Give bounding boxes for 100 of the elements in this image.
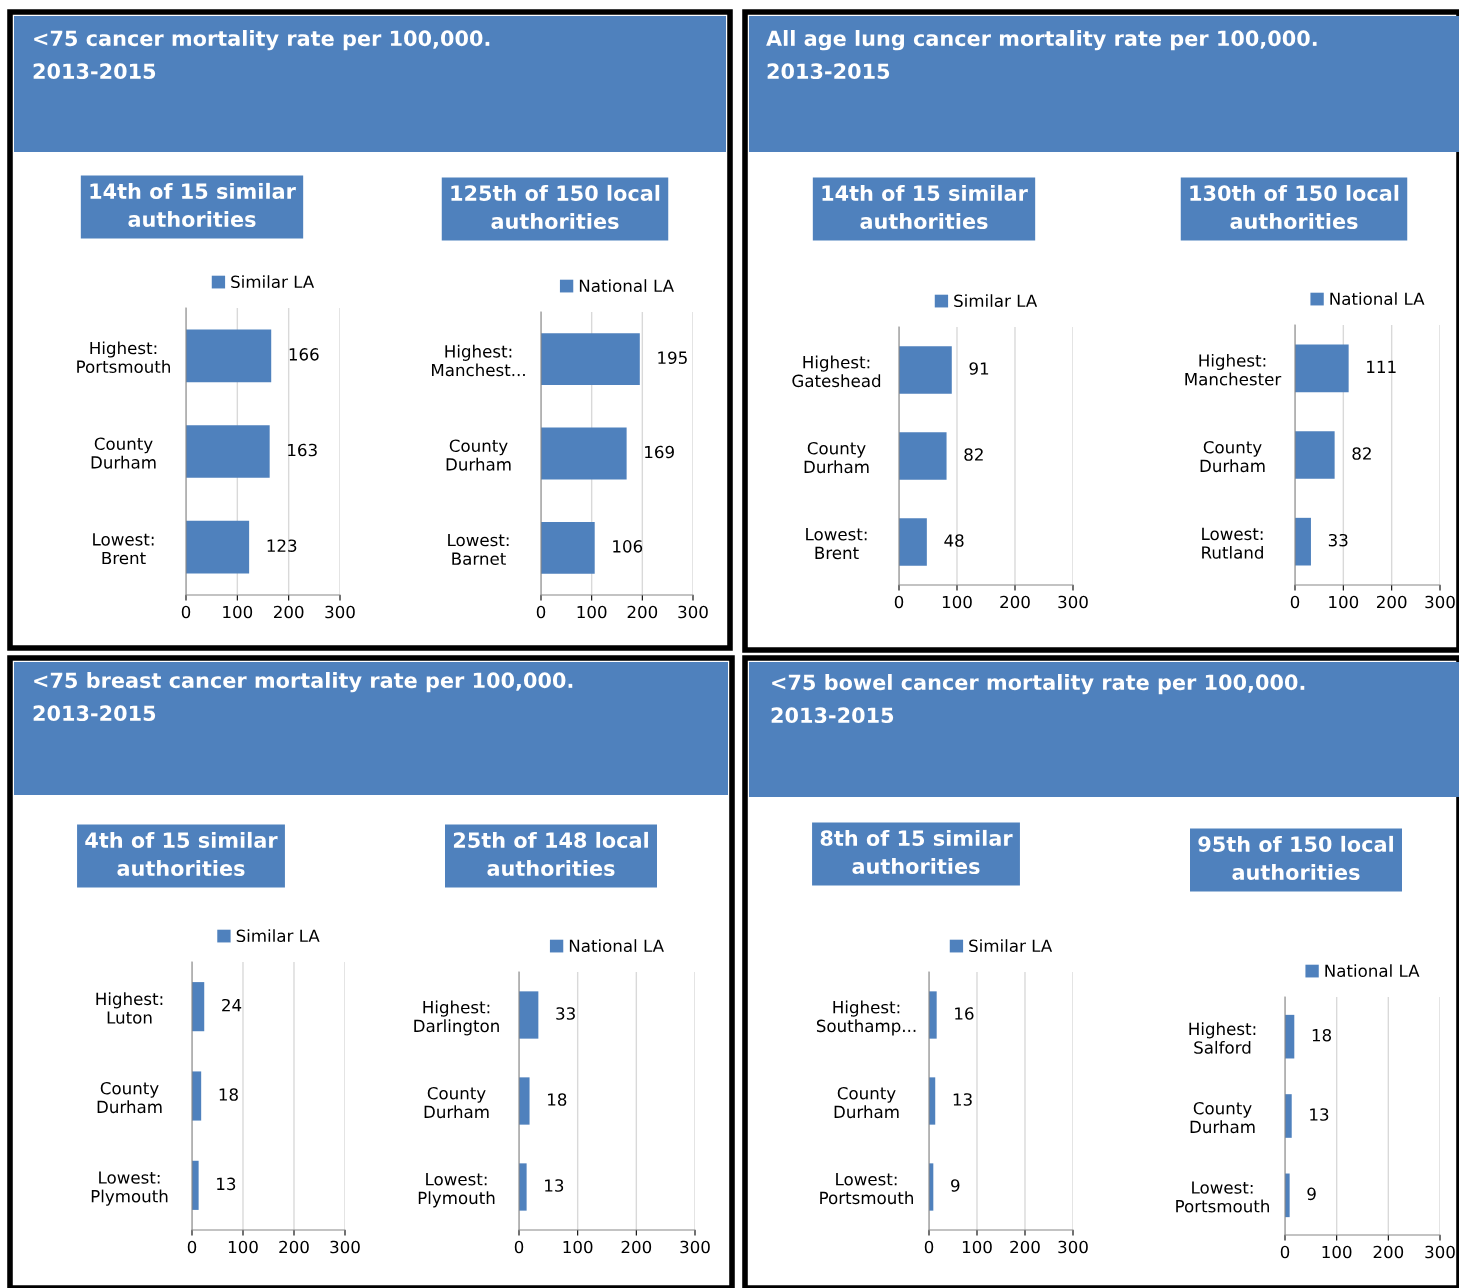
data-label: 163	[288, 443, 317, 457]
bar	[899, 518, 927, 566]
data-label: 111	[1367, 360, 1396, 373]
y-tick-label: Lowest: Portsmouth	[1176, 1181, 1269, 1213]
x-tick-label: 100	[962, 1240, 992, 1254]
y-tick-label: Highest: Gateshead	[792, 355, 881, 388]
text: All age lung cancer mortality rate per 100,000. 2013-2015	[766, 30, 1317, 80]
x-tick-label: 0	[1290, 595, 1300, 609]
x-tick-label: 0	[924, 1240, 934, 1254]
x-tick-label: 200	[279, 1240, 309, 1254]
chart-title: 25th of 148 local authorities	[453, 831, 648, 877]
legend-label: National LA	[569, 939, 664, 953]
bar	[899, 432, 947, 480]
text: <75 bowel cancer mortality rate per 100,000. 2013-2015	[771, 674, 1305, 724]
legend-label: Similar LA	[231, 275, 315, 289]
chart-title: 14th of 15 similar authorities	[90, 182, 296, 228]
x-tick-label: 100	[942, 595, 972, 609]
bar	[1295, 517, 1311, 566]
y-tick-label: County Durham	[446, 439, 511, 471]
chart-title: 4th of 15 similar authorities	[85, 831, 278, 877]
y-tick-label: County Durham	[834, 1086, 899, 1119]
x-tick-label: 200	[1010, 1240, 1040, 1254]
text: <75 breast cancer mortality rate per 100,000. 2013-2015	[33, 672, 573, 722]
x-tick-label: 300	[330, 1240, 360, 1254]
x-tick-label: 200	[627, 605, 658, 619]
chart-title: 14th of 15 similar authorities	[822, 184, 1028, 230]
y-tick-label: Highest: Luton	[96, 992, 163, 1024]
x-tick-label: 100	[577, 605, 607, 619]
legend-label: National LA	[1330, 292, 1425, 306]
bar	[186, 329, 272, 383]
bar	[186, 520, 250, 574]
bar	[541, 521, 595, 574]
data-label: 13	[953, 1093, 972, 1106]
x-tick-label: 100	[1322, 1245, 1352, 1259]
x-tick-label: 300	[680, 1240, 710, 1254]
data-label: 195	[658, 351, 687, 364]
data-label: 169	[645, 445, 674, 459]
x-tick-label: 300	[1425, 595, 1455, 609]
bar	[1295, 431, 1335, 479]
data-label: 18	[548, 1093, 567, 1106]
legend-label: National LA	[579, 279, 674, 293]
legend-label: Similar LA	[954, 294, 1038, 308]
x-tick-label: 300	[1425, 1245, 1455, 1259]
y-tick-label: County Durham	[1200, 440, 1265, 473]
bar	[541, 427, 627, 480]
data-label: 9	[951, 1179, 960, 1192]
x-tick-label: 100	[228, 1240, 258, 1254]
y-tick-label: Lowest: Brent	[93, 533, 154, 565]
data-label: 91	[969, 362, 989, 375]
chart-title: 8th of 15 similar authorities	[820, 829, 1013, 875]
data-label: 48	[944, 534, 964, 547]
y-tick-label: County Durham	[91, 437, 156, 469]
x-tick-label: 200	[1376, 595, 1407, 609]
legend-label: Similar LA	[969, 939, 1053, 953]
y-tick-label: County Durham	[97, 1081, 162, 1114]
data-label: 33	[556, 1007, 575, 1020]
x-tick-label: 200	[1373, 1245, 1404, 1259]
bar	[541, 333, 640, 386]
data-label: 24	[222, 998, 242, 1012]
data-label: 13	[1310, 1108, 1329, 1121]
data-label: 166	[289, 348, 319, 361]
text: <75 cancer mortality rate per 100,000. 2013-2015	[33, 30, 490, 80]
x-tick-label: 0	[514, 1240, 524, 1254]
data-label: 13	[217, 1177, 236, 1191]
y-tick-label: Lowest: Portsmouth	[820, 1173, 913, 1205]
y-tick-label: County Durham	[1190, 1101, 1255, 1134]
bar	[186, 425, 270, 478]
chart-title: 125th of 150 local authorities	[451, 184, 660, 230]
x-tick-label: 0	[1280, 1245, 1290, 1259]
data-label: 9	[1307, 1187, 1316, 1201]
y-tick-label: Highest: Salford	[1189, 1022, 1256, 1054]
data-label: 106	[613, 540, 643, 553]
data-label: 18	[219, 1088, 238, 1101]
y-tick-label: Lowest: Barnet	[448, 533, 509, 565]
chart-title: 95th of 150 local authorities	[1198, 835, 1393, 881]
x-tick-label: 100	[563, 1240, 593, 1254]
x-tick-label: 300	[325, 605, 355, 619]
y-tick-label: County Durham	[424, 1086, 489, 1119]
chart-title: 130th of 150 local authorities	[1190, 184, 1399, 230]
y-tick-label: Highest: Darlington	[414, 1000, 499, 1036]
data-label: 33	[1328, 533, 1348, 547]
x-tick-label: 300	[1058, 595, 1088, 609]
x-tick-label: 0	[536, 605, 546, 619]
y-tick-label: Highest: Manchester	[1185, 353, 1282, 386]
data-label: 82	[964, 448, 983, 461]
y-tick-label: Highest: Portsmouth	[77, 341, 170, 373]
x-tick-label: 300	[1058, 1240, 1088, 1254]
x-tick-label: 0	[187, 1240, 197, 1254]
x-tick-label: 200	[273, 605, 304, 619]
x-tick-label: 0	[181, 605, 191, 619]
data-label: 123	[267, 539, 297, 552]
data-label: 13	[545, 1179, 564, 1192]
bar	[899, 346, 952, 394]
x-tick-label: 200	[621, 1240, 652, 1254]
bar	[1295, 344, 1349, 393]
y-tick-label: County Durham	[804, 441, 869, 474]
y-tick-label: Highest: Southamp...	[816, 1000, 916, 1036]
legend-label: Similar LA	[236, 929, 320, 943]
x-tick-label: 100	[223, 605, 253, 619]
legend-label: National LA	[1325, 964, 1420, 978]
